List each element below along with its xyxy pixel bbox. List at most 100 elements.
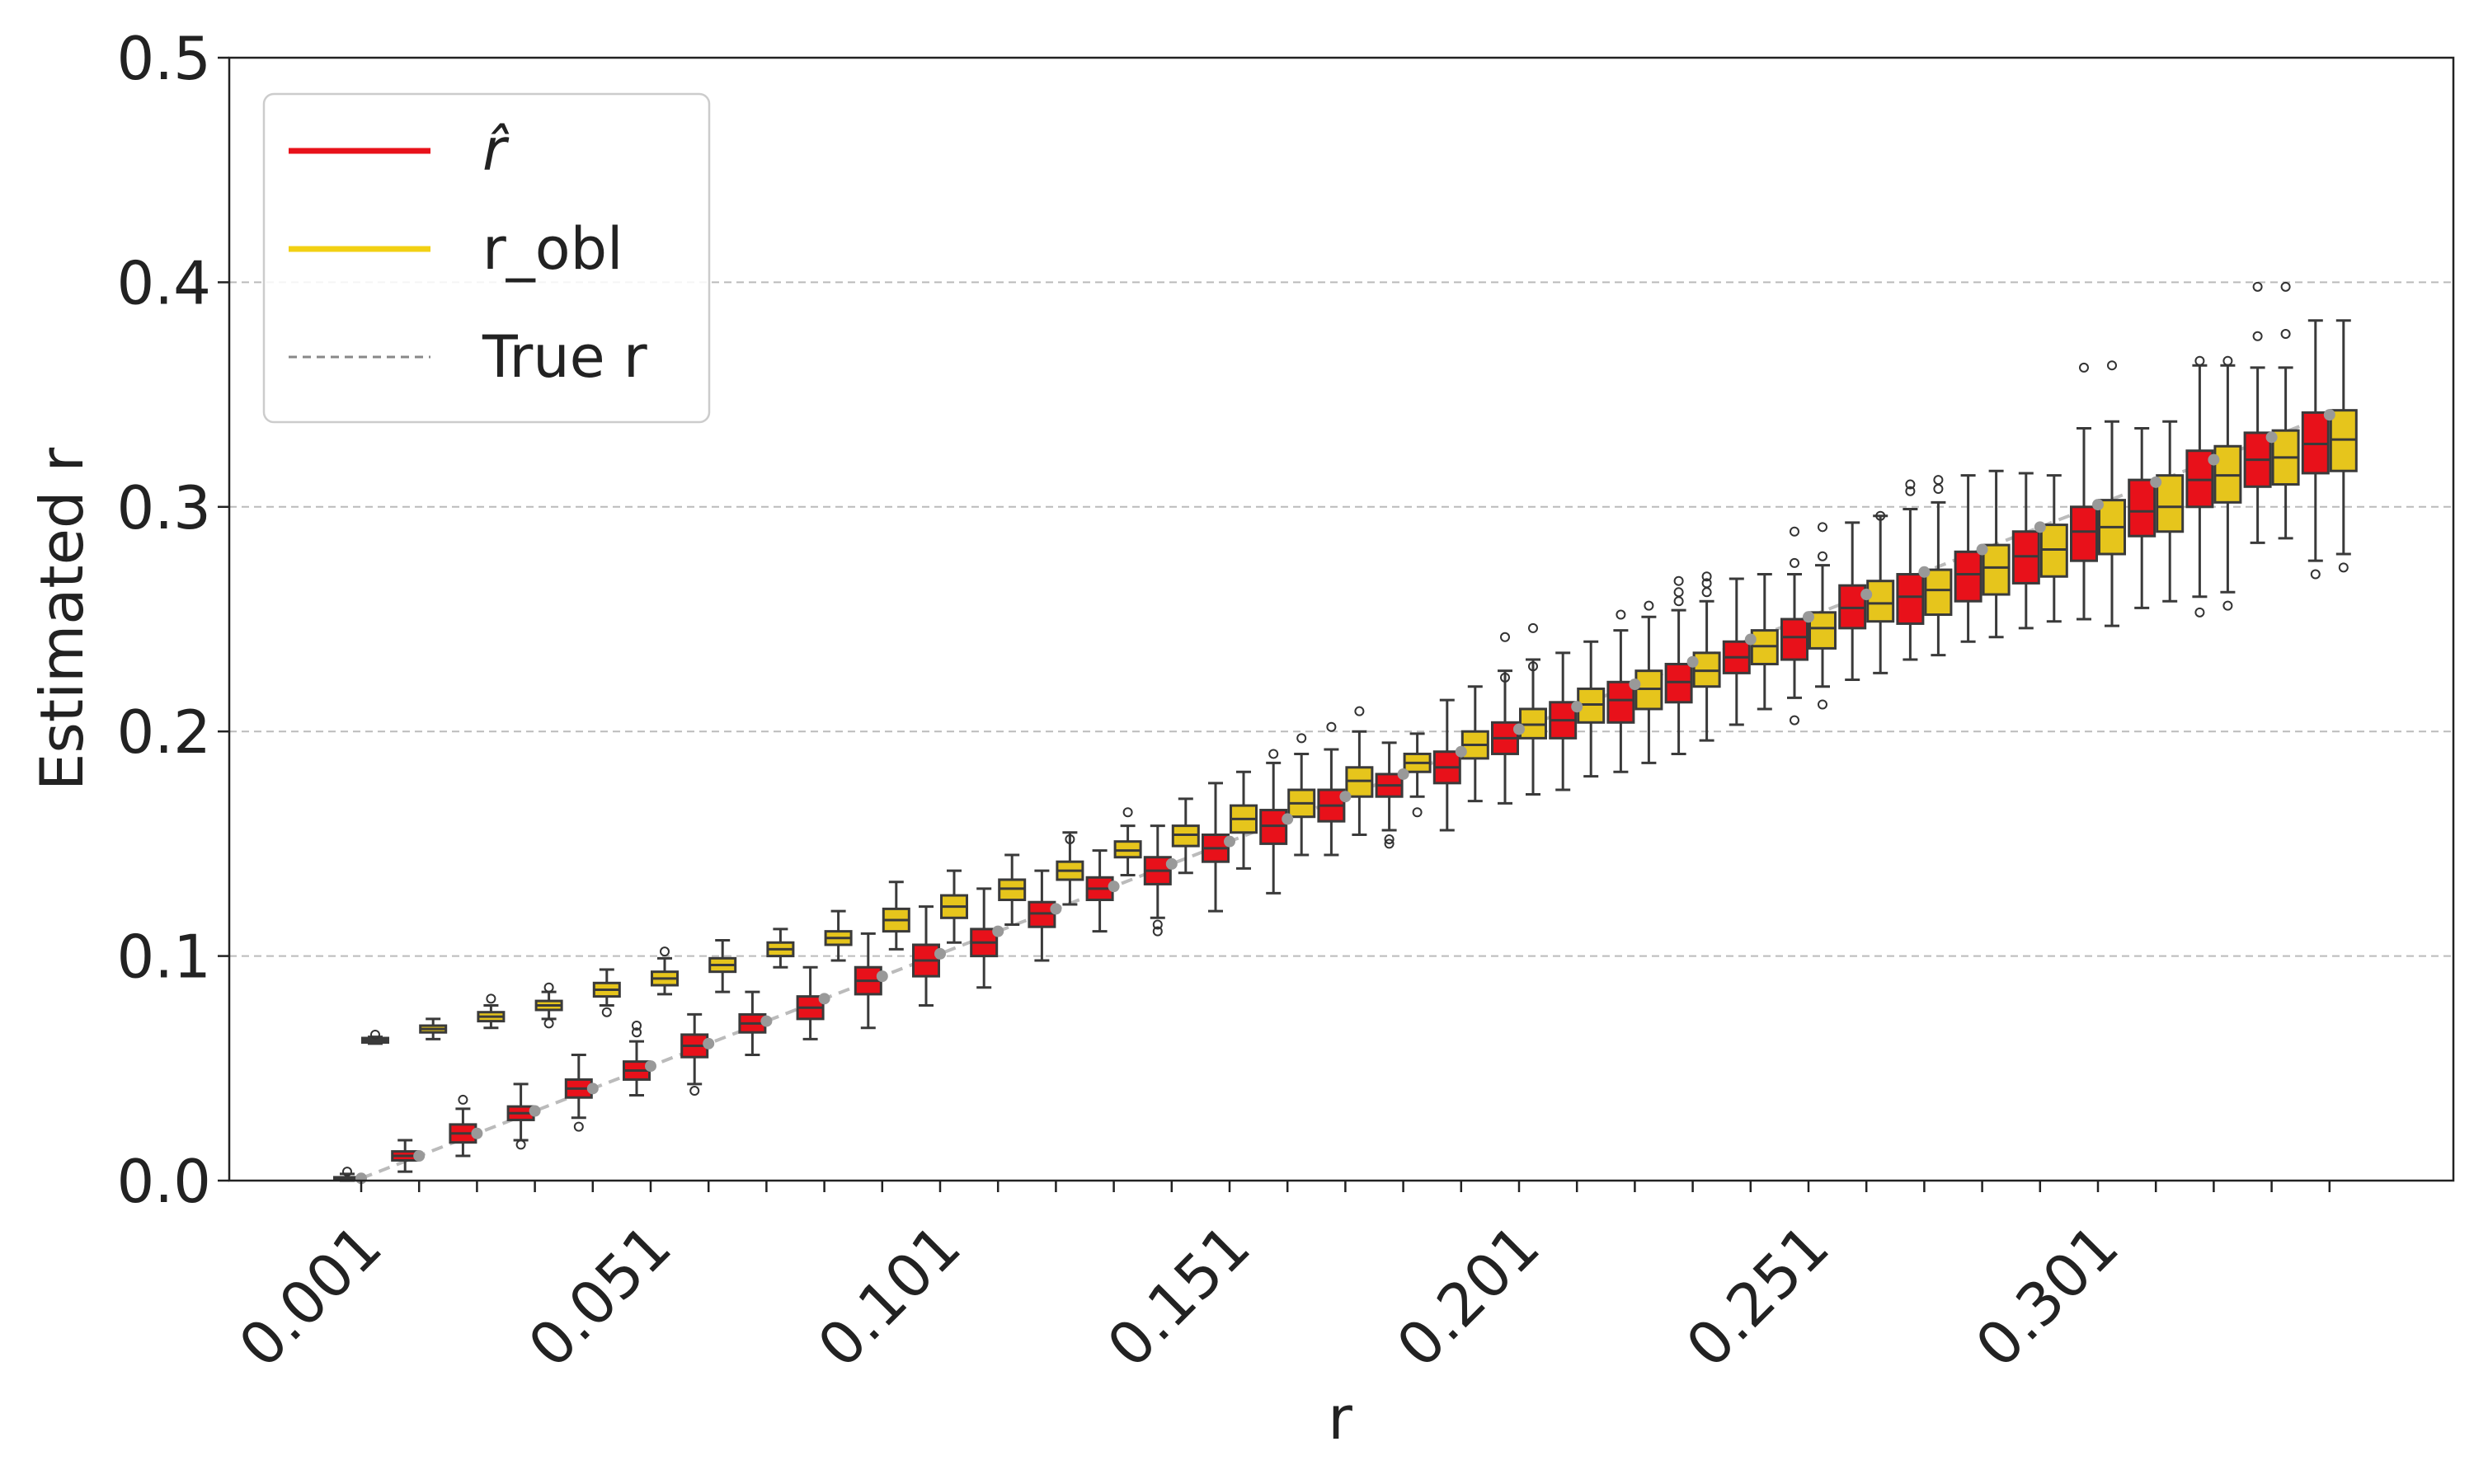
boxplot-r_obl [361,1029,389,1045]
outlier-point [2222,600,2233,611]
boxplot-r_obl [708,939,737,993]
legend-r-hat-label: r̂ [482,116,510,184]
true-r-marker [1282,813,1294,825]
true-r-marker [471,1127,483,1139]
boxplot-r_obl [2039,474,2068,623]
outlier-point [1818,522,1827,533]
outlier-point [1500,632,1510,642]
boxplot-r_obl [824,909,853,962]
boxplot-r_obl [998,853,1027,926]
outlier-point [632,1021,642,1031]
boxplot-r_obl [2329,319,2358,573]
boxplot-r_hat [564,1053,593,1132]
true-r-marker [1803,611,1814,623]
outlier-point [1790,526,1799,537]
outlier-point [1528,661,1538,672]
outlier-point [1905,479,1916,490]
true-r-marker [703,1037,715,1050]
true-r-marker [1224,835,1235,848]
true-r-marker [1918,566,1931,578]
true-r-marker [1455,745,1467,758]
boxplot-r_obl [940,869,968,944]
boxplot-r_obl [651,946,679,996]
boxplot-r_hat [1722,577,1751,726]
outlier-point [2280,329,2291,340]
boxplot-r_hat [680,1012,709,1097]
boxplot-r_obl [1866,510,1895,674]
boxplot-r_hat [1606,609,1635,773]
outlier-point [601,1007,612,1017]
boxplot-r_obl [1924,475,1953,657]
y-axis-label: Estimated r [27,447,96,791]
boxplot-r_hat [796,965,825,1040]
boxplot-r_hat [2070,362,2098,621]
outlier-point [1384,838,1395,849]
boxplot-r_hat [1317,721,1346,857]
boxplot-r_obl [882,881,910,951]
boxplot-r_obl [1056,831,1084,906]
outlier-point [1500,672,1510,683]
boxplot-r_hat [1143,824,1172,937]
outlier-point [1818,699,1827,710]
boxplot-r_obl [534,982,563,1029]
outlier-point [1384,834,1395,844]
boxplot-r_hat [1202,782,1230,913]
outlier-point [1616,609,1626,620]
y-tick-label: 0.3 [116,473,211,542]
outlier-point [486,993,496,1004]
outlier-point [342,1167,352,1177]
y-tick-label: 0.0 [116,1147,211,1216]
true-r-marker [1744,633,1757,646]
boxplot-r_obl [419,1017,448,1040]
outlier-point [1065,834,1075,844]
outlier-point [1326,721,1337,732]
legend-true-r-label: True r [482,323,647,391]
true-r-marker [2034,521,2046,533]
outlier-point [2194,355,2205,366]
outlier-point [1673,587,1684,598]
outlier-point [2310,569,2321,580]
box-iqr [1924,568,1953,617]
boxplot-r_hat [854,932,882,1030]
box-iqr [1780,618,1808,661]
true-r-marker [818,993,830,1005]
true-r-marker [2150,476,2162,488]
legend-box [262,92,711,424]
boxplot-r_obl [592,968,621,1017]
outlier-point [1412,807,1423,818]
outlier-point [1296,733,1307,744]
boxplot-r_obl [1403,732,1432,818]
outlier-point [370,1029,380,1040]
boxplot-r_obl [1750,573,1779,711]
box-iqr [2128,478,2157,538]
y-tick-label: 0.2 [116,697,211,767]
true-r-marker [992,925,1004,937]
boxplot-r_hat [1432,698,1461,832]
outlier-point [573,1121,584,1132]
true-r-marker [1108,881,1120,893]
outlier-point [2107,360,2117,371]
boxplot-r_obl [1577,640,1606,778]
outlier-point [543,1018,554,1029]
boxplot-r_hat [2011,472,2040,630]
boxplot-r_hat [970,887,999,989]
boxplots [333,281,2358,1182]
boxplot-r_hat [1491,632,1519,805]
boxplot-r_obl [2213,355,2242,611]
x-axis-label: r [1328,1383,1352,1453]
box-iqr [2070,505,2098,562]
true-r-marker [645,1060,656,1073]
outlier-point [515,1139,526,1150]
outlier-point [2252,331,2263,341]
y-tick-label: 0.4 [116,248,211,317]
outlier-point [660,946,670,957]
y-tick-label: 0.1 [116,923,211,992]
legend-r-obl-label: r_obl [482,215,623,283]
true-r-marker [1629,678,1641,690]
boxplot-r_obl [1692,571,1721,742]
outlier-point [2280,281,2291,292]
boxplot-r_hat [1954,474,1982,643]
outlier-point [632,1027,642,1038]
boxplot-r_obl [1982,469,2011,639]
